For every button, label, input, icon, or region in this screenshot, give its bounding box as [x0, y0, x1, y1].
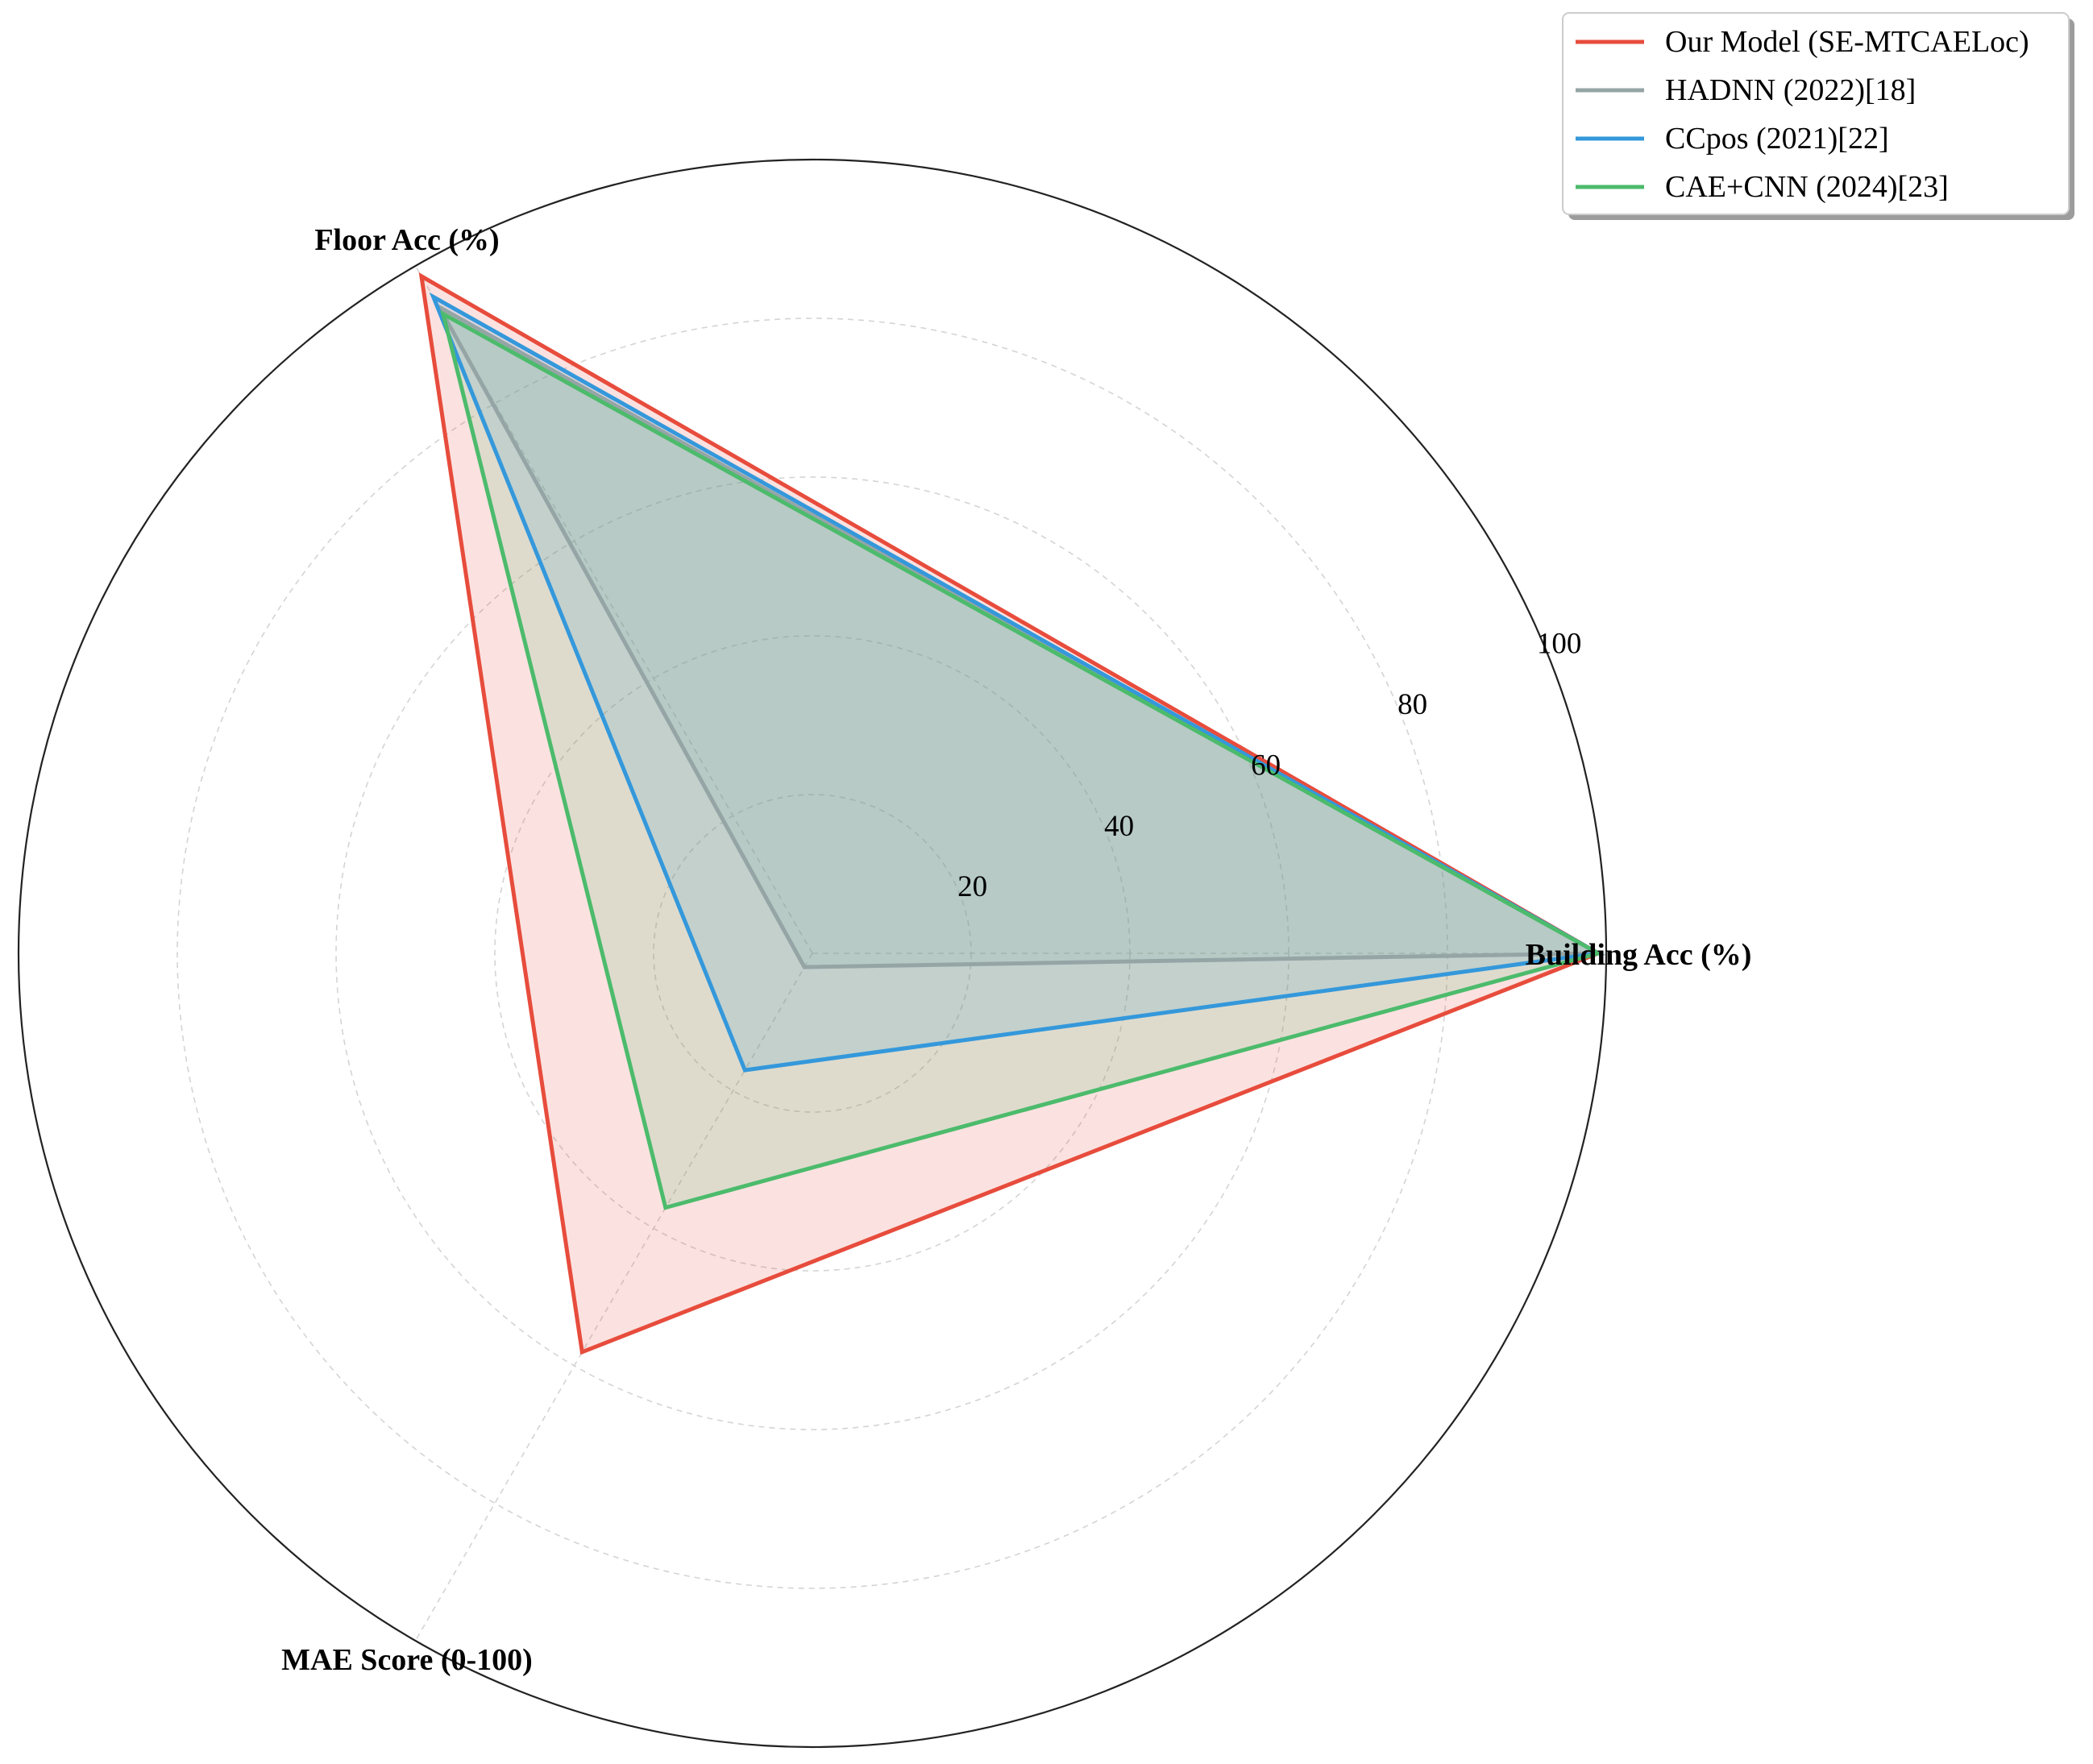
series-fill-2	[433, 297, 1599, 1070]
legend-label-3: CAE+CNN (2024)[23]	[1665, 170, 1949, 204]
r-tick-label-100: 100	[1537, 628, 1582, 661]
spoke-2	[414, 953, 813, 1642]
series-line-0	[418, 272, 1603, 1355]
series-layer	[418, 272, 1606, 1355]
legend-label-0: Our Model (SE-MTCAELoc)	[1665, 25, 2029, 59]
series-line-3	[440, 309, 1604, 1210]
series-fill-3	[443, 313, 1599, 1208]
grid-ring-80	[176, 318, 1448, 1589]
legend-label-2: CCpos (2021)[22]	[1665, 122, 1889, 156]
tick-layer: 20 40 60 80 100	[957, 628, 1581, 904]
legend-label-1: HADNN (2022)[18]	[1665, 73, 1916, 107]
legend: Our Model (SE-MTCAELoc) HADNN (2022)[18] C…	[1562, 12, 2074, 220]
series-fill-0	[421, 276, 1599, 1352]
axis-label-1: Floor Acc (%)	[314, 223, 499, 257]
axis-label-2: MAE Score (0-100)	[281, 1643, 533, 1677]
r-tick-label-60: 60	[1251, 749, 1281, 782]
r-tick-label-80: 80	[1397, 688, 1427, 721]
r-tick-label-20: 20	[957, 870, 987, 903]
axis-label-layer: Building Acc (%) Floor Acc (%) MAE Score (…	[281, 223, 1751, 1677]
axis-label-0: Building Acc (%)	[1526, 938, 1752, 972]
outer-ring	[17, 158, 1608, 1749]
legend-box	[1562, 12, 2070, 215]
series-line-2	[429, 292, 1605, 1073]
legend-items: Our Model (SE-MTCAELoc) HADNN (2022)[18] C…	[1576, 25, 2029, 204]
r-tick-label-40: 40	[1104, 810, 1134, 843]
series-line-1	[434, 301, 1606, 969]
